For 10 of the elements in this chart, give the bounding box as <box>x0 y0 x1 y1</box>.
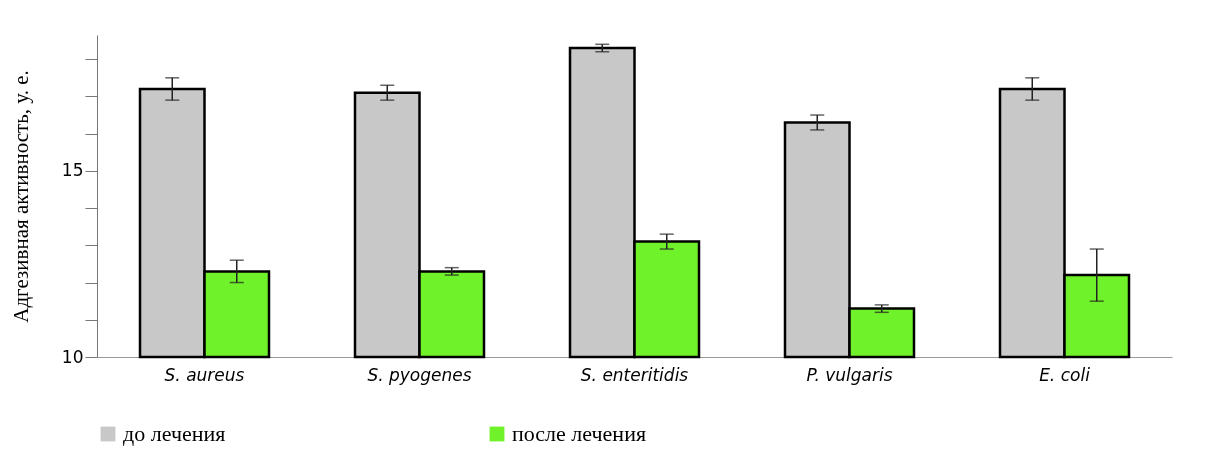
x-tick-label: S. pyogenes <box>367 364 472 385</box>
x-tick-label: P. vulgaris <box>806 364 893 385</box>
legend-label: после лечения <box>512 421 647 446</box>
y-tick-label: 10 <box>61 346 84 367</box>
x-tick-label: S. enteritidis <box>580 364 689 385</box>
x-tick-label: E. coli <box>1039 364 1091 385</box>
y-axis-title: Адгезивная активность, у. е. <box>8 70 33 323</box>
y-tick-label: 15 <box>61 160 84 181</box>
legend-label: до лечения <box>123 421 226 446</box>
x-tick-label: S. aureus <box>164 364 245 385</box>
